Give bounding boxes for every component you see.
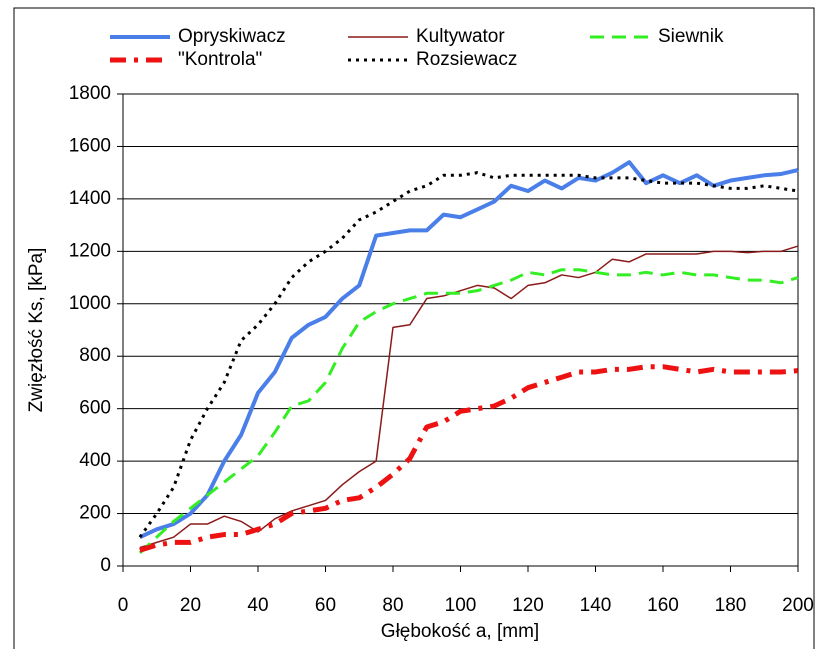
x-tick-label: 180: [715, 595, 747, 616]
frame: [13, 7, 815, 649]
x-tick-label: 20: [180, 595, 201, 616]
legend-label: Kultywator: [416, 26, 505, 47]
series-line: [138, 171, 799, 539]
x-tick-label: 160: [647, 595, 679, 616]
x-axis-label: Głębokość a, [mm]: [381, 621, 539, 642]
y-tick-label: 600: [79, 398, 111, 419]
series-line: [138, 268, 799, 554]
y-tick-label: 0: [100, 555, 111, 576]
legend-label: Opryskiwacz: [178, 26, 286, 47]
y-tick-label: 400: [79, 450, 111, 471]
plot-border: [122, 93, 799, 567]
x-tick-label: 100: [445, 595, 477, 616]
legend-label: Siewnik: [658, 26, 724, 47]
y-tick-label: 800: [79, 345, 111, 366]
x-tick-label: 140: [580, 595, 612, 616]
x-tick-label: 40: [247, 595, 268, 616]
series-line: [139, 160, 799, 539]
x-tick-label: 80: [382, 595, 403, 616]
y-tick-label: 1400: [69, 188, 111, 209]
series-line: [139, 364, 799, 553]
x-tick-label: 120: [512, 595, 544, 616]
series-line: [139, 245, 799, 549]
x-tick-label: 200: [782, 595, 814, 616]
x-tick-label: 0: [118, 595, 129, 616]
y-tick-label: 1800: [69, 83, 111, 104]
y-tick-label: 200: [79, 503, 111, 524]
y-tick-label: 1200: [69, 240, 111, 261]
x-tick-label: 60: [315, 595, 336, 616]
y-tick-label: 1000: [69, 293, 111, 314]
legend-label: "Kontrola": [178, 49, 262, 70]
y-tick-label: 1600: [69, 135, 111, 156]
legend-label: Rozsiewacz: [416, 49, 517, 70]
y-axis-label: Zwięzłość Ks, [kPa]: [26, 248, 47, 413]
